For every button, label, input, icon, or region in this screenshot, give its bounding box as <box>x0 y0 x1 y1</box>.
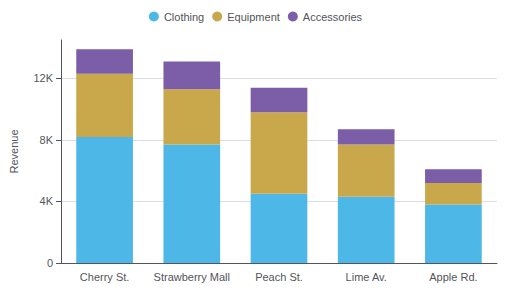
svg-text:Accessories: Accessories <box>303 11 363 23</box>
svg-text:Strawberry Mall: Strawberry Mall <box>154 271 230 283</box>
svg-text:Peach St.: Peach St. <box>255 271 303 283</box>
svg-text:4K: 4K <box>40 195 54 207</box>
svg-text:12K: 12K <box>33 72 53 84</box>
svg-text:Apple Rd.: Apple Rd. <box>429 271 477 283</box>
svg-text:Equipment: Equipment <box>227 11 280 23</box>
svg-text:8K: 8K <box>40 134 54 146</box>
svg-text:Clothing: Clothing <box>164 11 204 23</box>
svg-text:0: 0 <box>47 257 53 269</box>
svg-text:Lime Av.: Lime Av. <box>346 271 387 283</box>
svg-text:Revenue: Revenue <box>8 129 20 173</box>
svg-text:Cherry St.: Cherry St. <box>80 271 130 283</box>
